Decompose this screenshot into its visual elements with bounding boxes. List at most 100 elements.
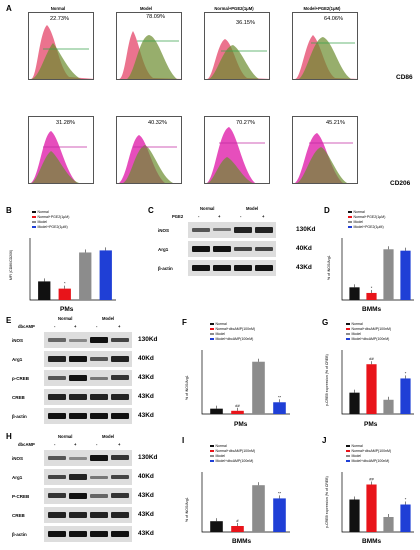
cd86-normal-pge2-hist — [207, 39, 271, 79]
bar-normal — [210, 408, 223, 414]
cd86-model-hist — [119, 31, 183, 79]
e-kd-arg1: 40Kd — [138, 355, 154, 362]
panel-b-letter: B — [6, 206, 12, 215]
cd206-label: CD206 — [390, 180, 411, 187]
cd206-normal-pge2-plot — [204, 116, 270, 184]
bar-model — [383, 399, 394, 414]
c-sign-4: + — [262, 214, 265, 219]
e-blot-creb — [44, 389, 132, 405]
significance-label: ** — [278, 490, 282, 495]
col-title-normal-pge2: Normal+PGE2(1μM) — [214, 6, 254, 11]
bar-normal — [38, 281, 51, 300]
h-treat-label: dbcAMP — [18, 442, 35, 447]
panel-c-letter: C — [148, 206, 154, 215]
panel-i-letter: I — [182, 436, 185, 445]
f-bar-chart: ## ** — [201, 350, 290, 415]
h-sign-3: - — [96, 442, 98, 447]
h-row-creb: CREB — [12, 513, 25, 518]
cd206-model-pge2-pct: 45.21% — [326, 120, 345, 126]
h-row-inos: iNOS — [12, 456, 24, 461]
i-ylabel: % of iNOS/Arg1 — [185, 497, 189, 522]
d-legend-model: Model — [348, 220, 363, 224]
g-legend-model-dbcamp: Model+dbcAMP(100nM) — [346, 337, 389, 341]
b-legend-normal: Normal — [32, 210, 49, 214]
e-treat-label: dbcAMP — [18, 324, 35, 329]
cd86-model-pge2-plot — [292, 12, 359, 80]
i-legend-normal-dbcamp: Normal+dbcAMP(100nM) — [210, 449, 255, 453]
e-row-inos: iNOS — [12, 338, 24, 343]
b-xlabel: PMs — [60, 306, 74, 313]
i-legend-model-dbcamp: Model+dbcAMP(100nM) — [210, 459, 253, 463]
c-normal-header: Normal — [200, 206, 215, 211]
e-kd-creb: 43Kd — [138, 393, 154, 400]
e-sign-1: - — [54, 324, 56, 329]
c-kd-arg1: 40Kd — [296, 245, 312, 252]
panel-e-letter: E — [6, 316, 12, 325]
e-blot-inos — [44, 332, 132, 348]
e-kd-pcreb: 43Kd — [138, 374, 154, 381]
f-legend-normal: Normal — [210, 322, 227, 326]
bar-model-pge2-1-m- — [99, 250, 112, 300]
cd206-normal-plot — [28, 116, 94, 184]
j-bar-chart: ## * — [341, 472, 414, 533]
bar-model — [252, 361, 265, 414]
bar-normal-pge2-1-m- — [58, 288, 71, 300]
h-blot-creb — [44, 507, 132, 523]
e-blot-arg1 — [44, 351, 132, 367]
cd86-normal-pge2-plot — [204, 12, 271, 80]
bar-normal-dbcamp-100nm- — [231, 526, 244, 532]
d-legend-model-pge2: Model+PGE2(1μM) — [348, 225, 384, 229]
i-legend-model: Model — [210, 454, 225, 458]
significance-label: ## — [369, 356, 374, 361]
cd86-normal-pge2-pct: 36.15% — [236, 20, 255, 26]
bar-normal — [349, 287, 360, 300]
cd86-model-pge2-pct: 64.06% — [324, 16, 343, 22]
bar-normal-dbcamp-100nm- — [366, 364, 377, 414]
panel-j-letter: J — [322, 436, 327, 445]
e-sign-4: + — [118, 324, 121, 329]
cd206-model-hist — [119, 135, 177, 183]
j-legend-normal-dbcamp: Normal+dbcAMP(100nM) — [346, 449, 391, 453]
h-blot-inos — [44, 450, 132, 466]
bar-normal-dbcamp-100nm- — [366, 484, 377, 532]
b-bar-chart: * — [29, 238, 116, 301]
g-ylabel: p-CREB expression (% of CREB) — [325, 354, 329, 406]
cd86-normal-hist — [31, 25, 95, 79]
e-row-creb: CREB — [12, 395, 25, 400]
c-blot-arg1 — [188, 241, 276, 257]
f-xlabel: PMs — [234, 421, 248, 428]
e-blot-actin — [44, 408, 132, 424]
bar-normal — [210, 521, 223, 532]
d-legend-normal: Normal — [348, 210, 365, 214]
h-row-pcreb: P-CREB — [12, 494, 30, 499]
significance-label: * — [405, 497, 407, 502]
j-xlabel: BMMs — [362, 538, 382, 545]
col-title-normal: Normal — [50, 6, 66, 11]
g-bar-chart: ## * — [341, 350, 414, 415]
significance-label: * — [64, 281, 66, 286]
i-xlabel: BMMs — [232, 538, 252, 545]
h-blot-arg1 — [44, 469, 132, 485]
b-legend-model: Model — [32, 220, 47, 224]
c-kd-inos: 130Kd — [296, 226, 316, 233]
j-legend-model: Model — [346, 454, 361, 458]
panel-h-letter: H — [6, 432, 12, 441]
j-legend-normal: Normal — [346, 444, 363, 448]
d-xlabel: BMMs — [362, 306, 382, 313]
bar-normal-dbcamp-100nm- — [231, 410, 244, 414]
c-row-actin: β-actin — [158, 266, 173, 271]
d-legend-normal-pge2: Normal+PGE2(1μM) — [348, 215, 385, 219]
d-bar-chart: * — [341, 238, 414, 301]
g-legend-model: Model — [346, 332, 361, 336]
cd206-normal-pge2-pct: 70.27% — [236, 120, 255, 126]
cd206-model-pct: 40.32% — [148, 120, 167, 126]
cd86-model-pge2-hist — [295, 35, 359, 79]
c-sign-1: - — [198, 214, 200, 219]
col-title-model: Model — [139, 6, 153, 11]
h-kd-creb: 43Kd — [138, 511, 154, 518]
c-blot-inos — [188, 222, 276, 238]
h-kd-pcreb: 43Kd — [138, 492, 154, 499]
g-legend-normal-dbcamp: Normal+dbcAMP(100nM) — [346, 327, 391, 331]
h-kd-actin: 43Kd — [138, 530, 154, 537]
bar-model-dbcamp-100nm- — [400, 378, 411, 414]
